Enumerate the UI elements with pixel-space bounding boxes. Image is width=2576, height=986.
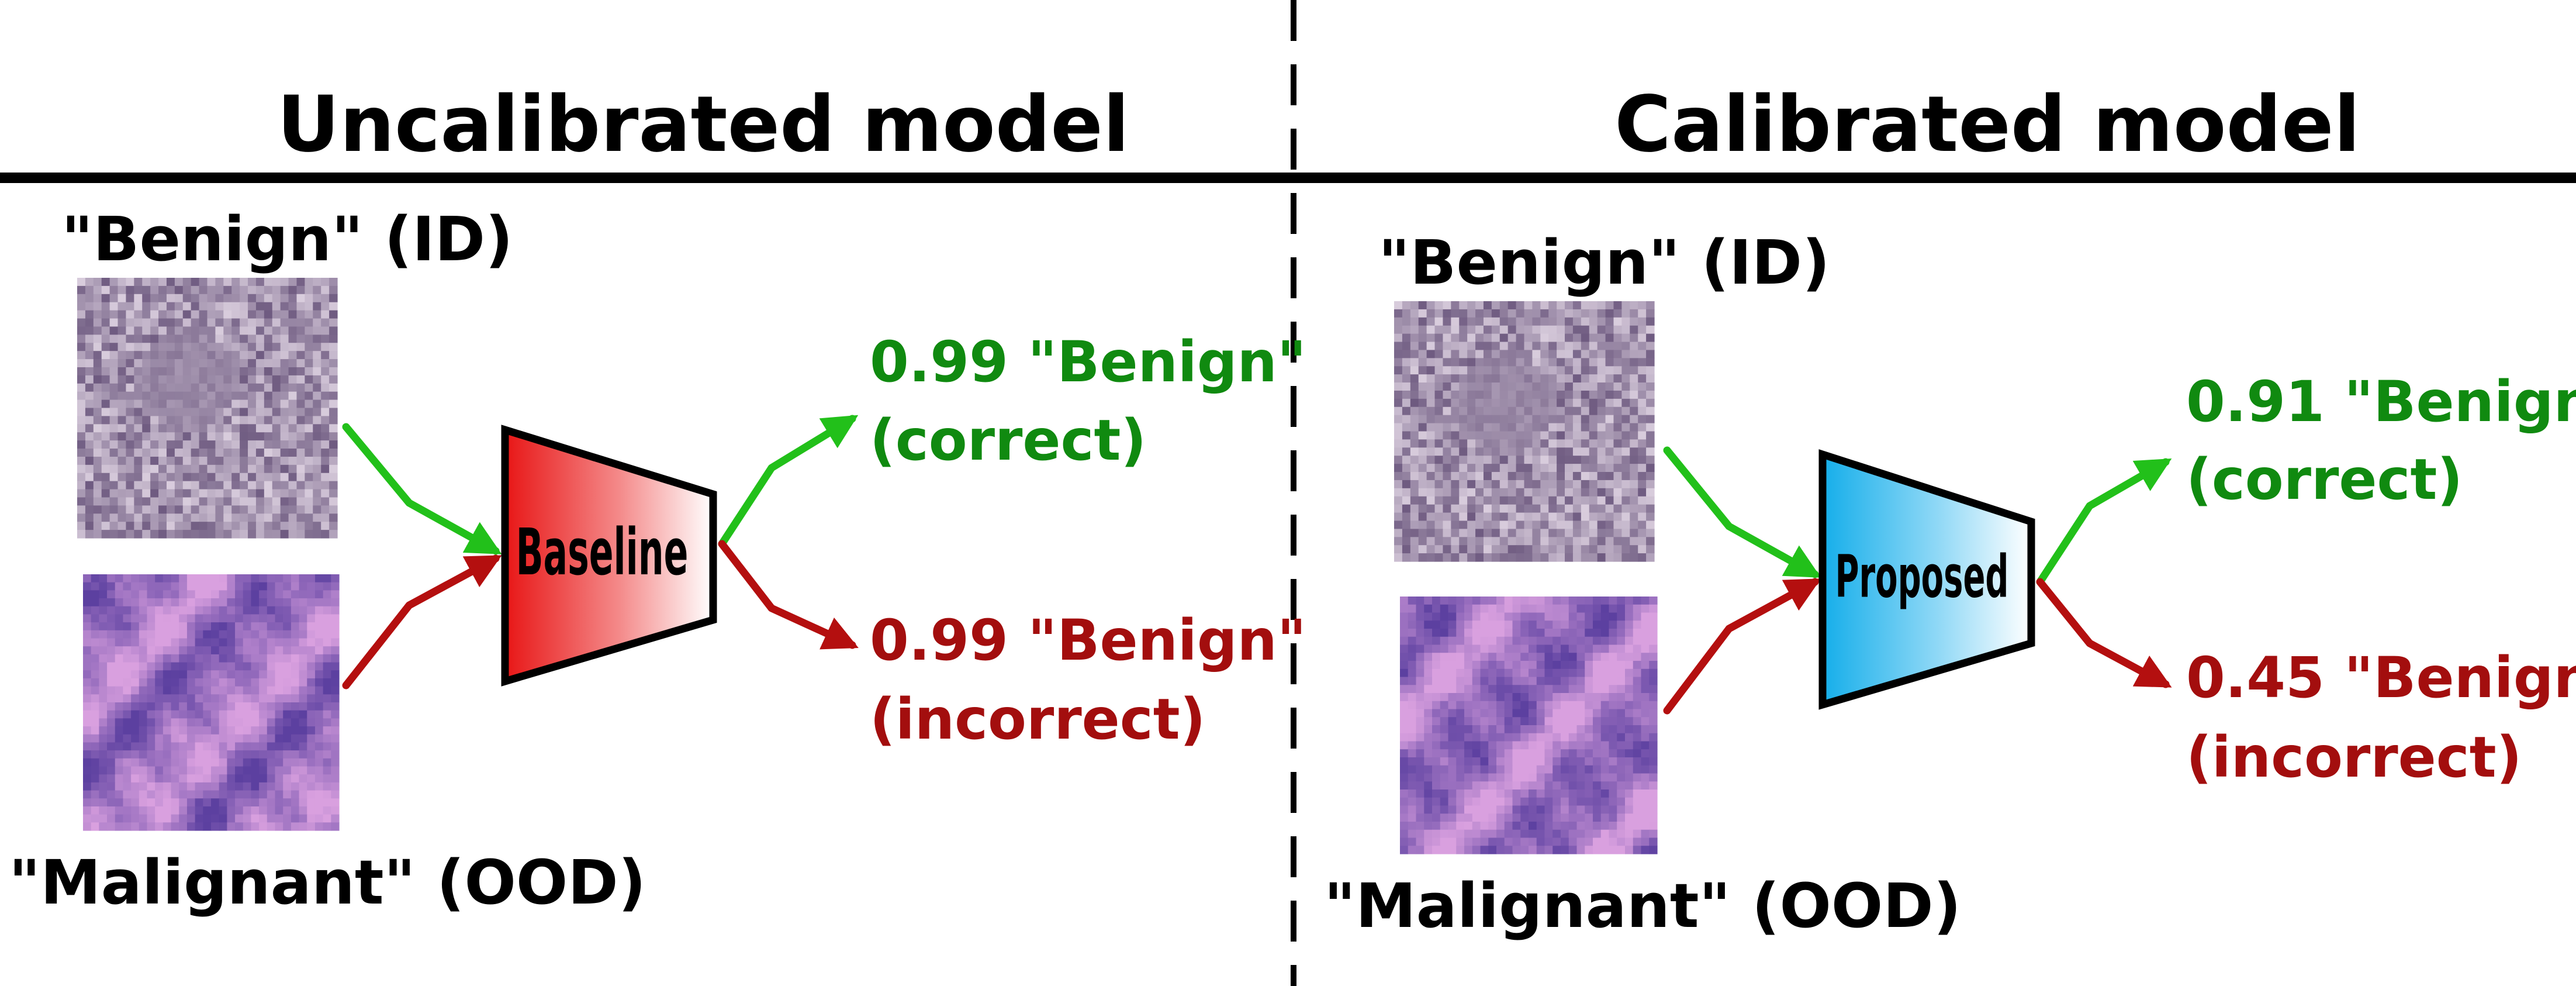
right-correct-output-status: (correct) (2186, 447, 2463, 512)
left-panel-title: Uncalibrated model (277, 80, 1129, 170)
left-panel: Uncalibrated model "Benign" (ID) "Malign… (9, 80, 1306, 918)
title-underline (0, 173, 2576, 183)
left-incorrect-output-arrow (718, 540, 859, 650)
left-malignant-image (83, 574, 340, 831)
right-panel: Calibrated model "Benign" (ID) "Malignan… (1324, 80, 2576, 942)
right-malignant-input-arrow (1663, 578, 1821, 715)
left-malignant-input-arrow (342, 554, 502, 689)
left-incorrect-output-value: 0.99 "Benign" (870, 608, 1306, 673)
right-incorrect-output-arrow (2036, 578, 2172, 688)
baseline-model-label: Baseline (516, 515, 689, 590)
right-malignant-image (1400, 597, 1658, 854)
left-correct-output-arrow (718, 415, 859, 548)
left-incorrect-output-status: (incorrect) (870, 687, 1205, 752)
right-benign-image (1394, 301, 1655, 562)
right-correct-output-value: 0.91 "Benign" (2186, 369, 2576, 435)
right-benign-input-arrow (1663, 446, 1821, 578)
right-panel-title: Calibrated model (1614, 80, 2360, 170)
right-benign-label: "Benign" (ID) (1378, 227, 1830, 298)
baseline-model-block (501, 425, 717, 687)
left-benign-image (77, 278, 338, 539)
left-benign-input-arrow (342, 423, 502, 555)
right-malignant-label: "Malignant" (OOD) (1324, 870, 1961, 942)
left-benign-label: "Benign" (ID) (61, 204, 513, 275)
right-incorrect-output-status: (incorrect) (2186, 725, 2522, 790)
left-correct-output-status: (correct) (870, 408, 1146, 473)
left-correct-output-value: 0.99 "Benign" (870, 329, 1306, 395)
left-malignant-label: "Malignant" (OOD) (9, 847, 646, 918)
proposed-model-block (1818, 449, 2035, 710)
right-correct-output-arrow (2036, 458, 2172, 586)
proposed-model-label: Proposed (1835, 543, 2008, 611)
right-incorrect-output-value: 0.45 "Benign" (2186, 645, 2576, 711)
